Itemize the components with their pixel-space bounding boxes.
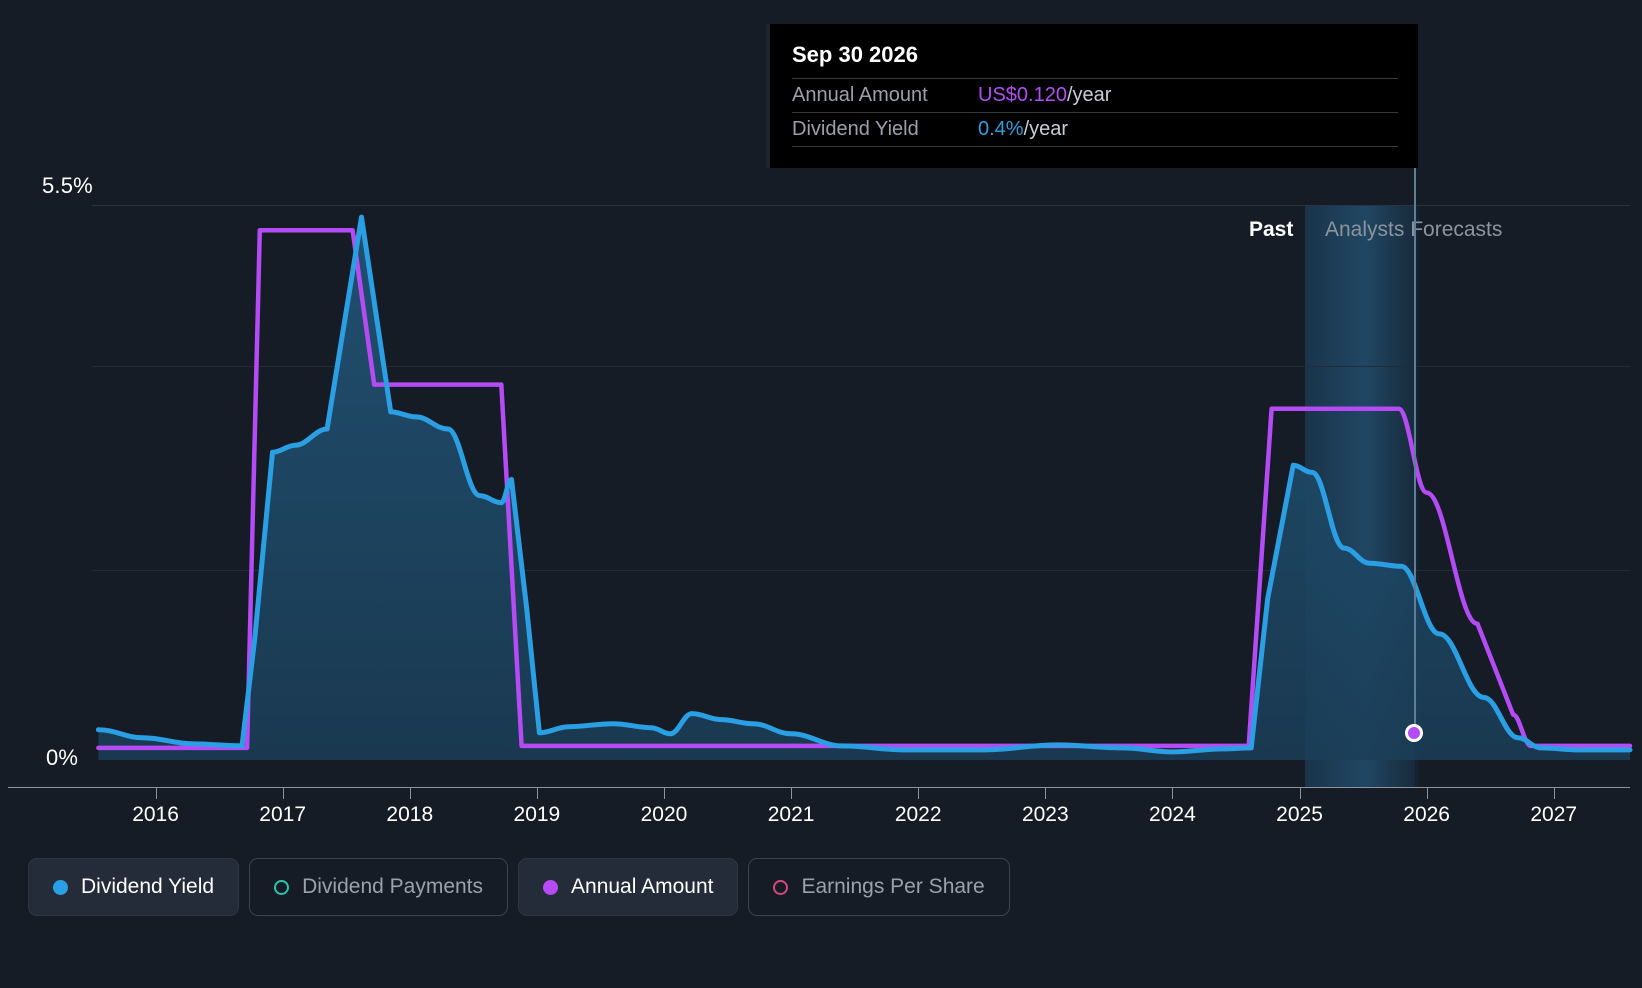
x-label-2021: 2021 (767, 803, 815, 826)
tooltip-value-annual-amount-number: US$0.120 (978, 84, 1067, 106)
x-tick-2027 (1553, 788, 1555, 799)
legend-label: Dividend Yield (81, 875, 215, 898)
analysts-forecasts-label: Analysts Forecasts (1325, 218, 1503, 241)
legend-item-dividend-payments[interactable]: Dividend Payments (249, 858, 509, 916)
x-tick-2021 (791, 788, 793, 799)
x-tick-2025 (1299, 788, 1301, 799)
chart-legend: Dividend Yield Dividend Payments Annual Am… (28, 858, 1010, 916)
tooltip-value-dividend-yield-number: 0.4% (978, 118, 1024, 140)
tooltip-unit-annual-amount: /year (1066, 84, 1112, 106)
gridline-2-75 (92, 570, 1630, 571)
past-label: Past (1249, 218, 1294, 241)
tooltip-value-dividend-yield: 0.4%/year (978, 118, 1068, 141)
legend-item-earnings-per-share[interactable]: Earnings Per Share (748, 858, 1010, 916)
annual-amount-line (96, 227, 1633, 751)
y-axis-label-max: 5.5% (42, 173, 93, 198)
x-axis-line (8, 787, 1630, 788)
legend-dot-icon (53, 879, 68, 895)
cursor-vertical-line (1414, 168, 1416, 734)
y-axis-label-min: 0% (46, 745, 79, 770)
x-label-2016: 2016 (132, 803, 179, 826)
x-label-2026: 2026 (1403, 803, 1450, 826)
x-tick-2026 (1426, 788, 1428, 799)
legend-circle-icon (773, 879, 789, 895)
x-label-2022: 2022 (894, 803, 942, 826)
x-tick-2018 (409, 788, 411, 799)
legend-item-annual-amount[interactable]: Annual Amount (518, 858, 739, 916)
x-label-2024: 2024 (1149, 803, 1196, 826)
cursor-point-marker[interactable] (1405, 724, 1423, 742)
x-tick-2019 (536, 788, 538, 799)
tooltip-label-dividend-yield: Dividend Yield (792, 118, 919, 140)
legend-label: Dividend Payments (302, 875, 484, 898)
chart-plot-area: 2016 2017 2018 2019 2020 2021 2022 2023 2024 2025… (8, 168, 1633, 826)
x-label-2020: 2020 (640, 803, 688, 826)
x-label-2027: 2027 (1530, 803, 1578, 826)
hover-tooltip: Sep 30 2026 Annual Amount US$0.120/year … (766, 24, 1418, 168)
series-canvas (95, 214, 1633, 761)
legend-dot-icon (543, 879, 559, 895)
tooltip-row-annual-amount: Annual Amount US$0.120/year (792, 78, 1398, 112)
x-tick-2020 (663, 788, 665, 799)
x-tick-2022 (918, 788, 920, 799)
x-label-2018: 2018 (386, 803, 434, 826)
x-tick-2023 (1045, 788, 1047, 799)
x-tick-2017 (282, 788, 284, 799)
tooltip-row-dividend-yield: Dividend Yield 0.4%/year (792, 112, 1398, 147)
tooltip-unit-dividend-yield: /year (1023, 118, 1069, 140)
tooltip-date: Sep 30 2026 (792, 42, 918, 67)
legend-circle-icon (274, 879, 290, 895)
x-label-2023: 2023 (1021, 803, 1069, 826)
tooltip-label-annual-amount: Annual Amount (792, 84, 928, 106)
gridline-5-5 (92, 205, 1630, 206)
x-label-2017: 2017 (259, 803, 307, 826)
legend-label: Annual Amount (571, 875, 714, 898)
x-label-2025: 2025 (1276, 803, 1323, 826)
legend-label: Earnings Per Share (801, 875, 985, 898)
tooltip-value-annual-amount: US$0.120/year (978, 84, 1111, 107)
forecast-shaded-band-tail (1415, 205, 1419, 788)
legend-item-dividend-yield[interactable]: Dividend Yield (28, 858, 240, 916)
dividend-yield-line (95, 214, 1633, 755)
x-tick-2024 (1172, 788, 1174, 799)
x-label-2019: 2019 (513, 803, 561, 826)
dividend-yield-area (98, 217, 1630, 761)
x-tick-2016 (155, 788, 157, 799)
gridline-4-125 (92, 366, 1630, 367)
